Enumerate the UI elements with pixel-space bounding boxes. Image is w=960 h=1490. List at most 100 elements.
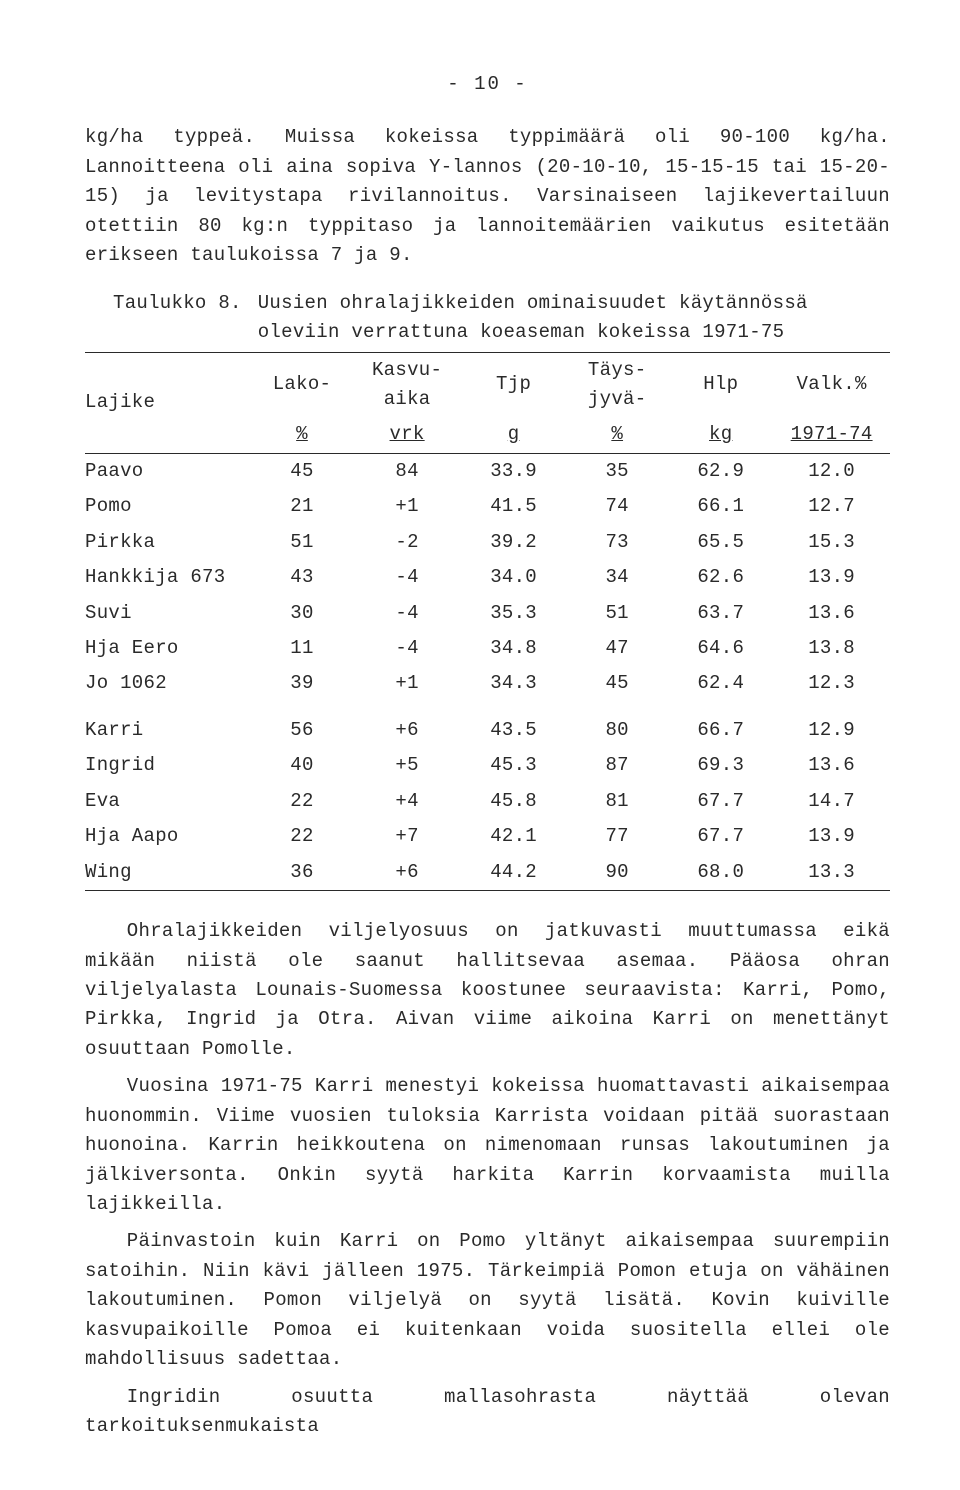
table-cell: +6 — [353, 702, 461, 748]
table-cell: 68.0 — [668, 855, 773, 891]
table-row: Pirkka51-239.27365.515.3 — [85, 525, 890, 560]
table-cell: 36 — [251, 855, 353, 891]
table-cell: +4 — [353, 784, 461, 819]
table-cell: 12.9 — [773, 702, 890, 748]
table-cell: 13.6 — [773, 596, 890, 631]
table-cell: Hja Eero — [85, 631, 251, 666]
table-caption-label: Taulukko 8. — [113, 289, 242, 348]
table-row: Ingrid40+545.38769.313.6 — [85, 748, 890, 783]
table-cell: 11 — [251, 631, 353, 666]
paragraph-3: Vuosina 1971-75 Karri menestyi kokeissa … — [85, 1072, 890, 1219]
col-header-lako-1: Lako- — [251, 352, 353, 417]
table-cell: 65.5 — [668, 525, 773, 560]
table-cell: 12.7 — [773, 489, 890, 524]
table-cell: 43.5 — [461, 702, 566, 748]
table-header-row-1: Lajike Lako- Kasvu- aika Tjp Täys- jyvä-… — [85, 352, 890, 417]
table-row: Karri56+643.58066.712.9 — [85, 702, 890, 748]
table-cell: 66.7 — [668, 702, 773, 748]
table-cell: 87 — [566, 748, 668, 783]
table-cell: 13.8 — [773, 631, 890, 666]
table-cell: 44.2 — [461, 855, 566, 891]
table-cell: 12.0 — [773, 453, 890, 489]
table-cell: +1 — [353, 666, 461, 701]
table-cell: 13.9 — [773, 560, 890, 595]
table-cell: +1 — [353, 489, 461, 524]
table-cell: 80 — [566, 702, 668, 748]
col-header-tjp-2: g — [461, 417, 566, 453]
table-cell: 39 — [251, 666, 353, 701]
paragraph-1: kg/ha typpeä. Muissa kokeissa typpimäärä… — [85, 123, 890, 270]
col-header-kasvu-2: vrk — [353, 417, 461, 453]
table-cell: 51 — [566, 596, 668, 631]
table-cell: 45 — [566, 666, 668, 701]
table-cell: 69.3 — [668, 748, 773, 783]
table-cell: 34.8 — [461, 631, 566, 666]
col-header-lako-2: % — [251, 417, 353, 453]
table-body: Paavo458433.93562.912.0Pomo21+141.57466.… — [85, 453, 890, 890]
table-cell: 56 — [251, 702, 353, 748]
col-header-tays-1: Täys- jyvä- — [566, 352, 668, 417]
paragraph-4: Päinvastoin kuin Karri on Pomo yltänyt a… — [85, 1227, 890, 1374]
table-cell: 34 — [566, 560, 668, 595]
col-header-hlp-2: kg — [668, 417, 773, 453]
col-header-lajike: Lajike — [85, 352, 251, 453]
col-header-valk-1: Valk.% — [773, 352, 890, 417]
table-cell: 81 — [566, 784, 668, 819]
col-header-tjp-1: Tjp — [461, 352, 566, 417]
col-header-hlp-1: Hlp — [668, 352, 773, 417]
table-cell: 45.8 — [461, 784, 566, 819]
table-cell: 47 — [566, 631, 668, 666]
table-cell: 74 — [566, 489, 668, 524]
table-cell: 84 — [353, 453, 461, 489]
table-cell: 35 — [566, 453, 668, 489]
table-cell: 45.3 — [461, 748, 566, 783]
table-cell: 34.0 — [461, 560, 566, 595]
table-cell: Hja Aapo — [85, 819, 251, 854]
table-cell: +6 — [353, 855, 461, 891]
table-cell: Eva — [85, 784, 251, 819]
table-cell: Jo 1062 — [85, 666, 251, 701]
table-row: Suvi30-435.35163.713.6 — [85, 596, 890, 631]
table-row: Jo 106239+134.34562.412.3 — [85, 666, 890, 701]
table-cell: Ingrid — [85, 748, 251, 783]
table-cell: Paavo — [85, 453, 251, 489]
paragraph-2: Ohralajikkeiden viljelyosuus on jatkuvas… — [85, 917, 890, 1064]
table-row: Hja Eero11-434.84764.613.8 — [85, 631, 890, 666]
table-row: Eva22+445.88167.714.7 — [85, 784, 890, 819]
table-cell: 66.1 — [668, 489, 773, 524]
table-caption-text: Uusien ohralajikkeiden ominaisuudet käyt… — [258, 289, 890, 348]
table-caption: Taulukko 8. Uusien ohralajikkeiden omina… — [113, 289, 890, 348]
table-cell: 62.9 — [668, 453, 773, 489]
table-cell: 33.9 — [461, 453, 566, 489]
table-cell: 13.6 — [773, 748, 890, 783]
table-cell: 40 — [251, 748, 353, 783]
table-cell: 12.3 — [773, 666, 890, 701]
table-cell: 62.4 — [668, 666, 773, 701]
table-cell: 34.3 — [461, 666, 566, 701]
table-cell: Suvi — [85, 596, 251, 631]
col-header-tays-2: % — [566, 417, 668, 453]
table-cell: Pirkka — [85, 525, 251, 560]
table-cell: Pomo — [85, 489, 251, 524]
paragraph-5: Ingridin osuutta mallasohrasta näyttää o… — [85, 1383, 890, 1442]
table-cell: 15.3 — [773, 525, 890, 560]
col-header-kasvu-1: Kasvu- aika — [353, 352, 461, 417]
table-cell: 14.7 — [773, 784, 890, 819]
table-cell: +5 — [353, 748, 461, 783]
table-head: Lajike Lako- Kasvu- aika Tjp Täys- jyvä-… — [85, 352, 890, 453]
table-cell: 21 — [251, 489, 353, 524]
table-row: Wing36+644.29068.013.3 — [85, 855, 890, 891]
table-cell: Wing — [85, 855, 251, 891]
table-cell: -2 — [353, 525, 461, 560]
table-cell: 41.5 — [461, 489, 566, 524]
table-cell: 77 — [566, 819, 668, 854]
table-row: Paavo458433.93562.912.0 — [85, 453, 890, 489]
table-cell: Karri — [85, 702, 251, 748]
data-table: Lajike Lako- Kasvu- aika Tjp Täys- jyvä-… — [85, 352, 890, 892]
table-row: Hankkija 67343-434.03462.613.9 — [85, 560, 890, 595]
table-cell: 30 — [251, 596, 353, 631]
table-cell: 42.1 — [461, 819, 566, 854]
table-cell: 62.6 — [668, 560, 773, 595]
document-page: - 10 - kg/ha typpeä. Muissa kokeissa typ… — [0, 0, 960, 1490]
table-cell: 67.7 — [668, 784, 773, 819]
